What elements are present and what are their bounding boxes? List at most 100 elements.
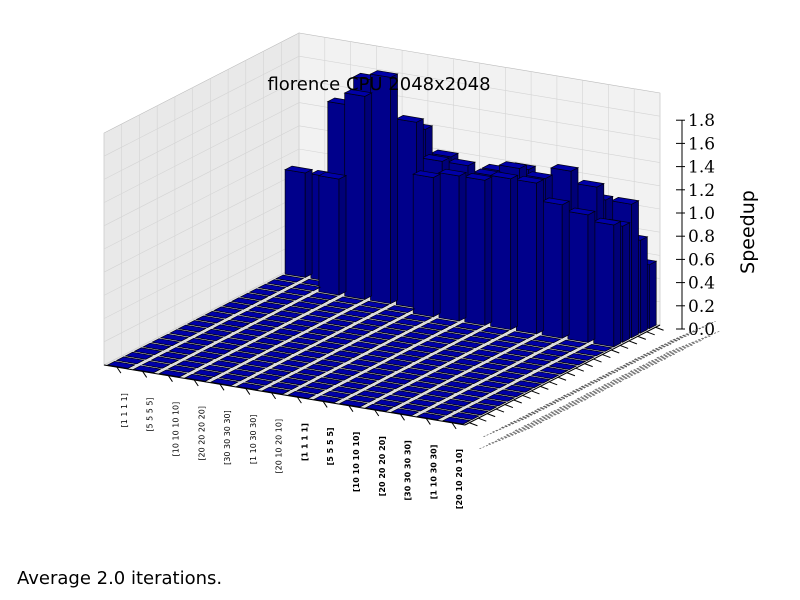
bars-group bbox=[106, 70, 658, 425]
bar bbox=[390, 408, 420, 416]
y-tick-label-glyphs bbox=[642, 334, 690, 356]
bar bbox=[376, 327, 406, 336]
bar bbox=[368, 314, 398, 322]
bar bbox=[478, 380, 508, 389]
bar bbox=[317, 171, 348, 296]
bar bbox=[504, 384, 534, 393]
z-tick-label: 0.8 bbox=[688, 227, 715, 247]
y-gridline bbox=[139, 114, 501, 408]
bar bbox=[417, 376, 448, 385]
bar bbox=[342, 310, 372, 318]
z-tick-label: 1.6 bbox=[688, 134, 715, 154]
bar bbox=[566, 207, 596, 344]
bar bbox=[176, 360, 206, 369]
bar bbox=[453, 358, 483, 367]
bar bbox=[480, 326, 510, 335]
bar bbox=[358, 354, 388, 363]
bar bbox=[270, 382, 300, 390]
y-tick-label-glyphs bbox=[589, 361, 636, 383]
x-tick-mark bbox=[245, 388, 251, 395]
x-tick-label: [20 10 20 10] bbox=[275, 419, 284, 474]
z-tick-label: 1.0 bbox=[688, 204, 715, 224]
bar bbox=[385, 323, 415, 331]
z-tick-label: 1.8 bbox=[688, 111, 715, 131]
bar bbox=[410, 345, 440, 353]
y-tick-label-glyphs bbox=[545, 384, 592, 406]
bar bbox=[469, 385, 499, 393]
bar bbox=[333, 332, 363, 341]
bar bbox=[373, 399, 403, 407]
bar bbox=[281, 323, 311, 332]
bar bbox=[194, 333, 224, 342]
bar bbox=[394, 318, 424, 327]
bar bbox=[367, 350, 397, 358]
bar bbox=[504, 367, 534, 375]
bar bbox=[408, 399, 438, 407]
y-tick-mark bbox=[469, 422, 478, 427]
bar bbox=[531, 353, 561, 362]
bar bbox=[253, 373, 283, 382]
bar bbox=[350, 323, 381, 332]
y-tick-label-glyphs bbox=[501, 407, 548, 428]
bar bbox=[437, 168, 468, 322]
bar bbox=[202, 346, 232, 355]
bar bbox=[221, 319, 251, 328]
bar bbox=[227, 369, 257, 377]
bar bbox=[459, 407, 489, 416]
bar bbox=[454, 340, 484, 349]
bar bbox=[450, 412, 480, 420]
axis-lines bbox=[103, 120, 683, 426]
bar bbox=[280, 359, 310, 368]
bar bbox=[338, 399, 368, 408]
bar bbox=[288, 355, 318, 363]
bar bbox=[333, 314, 364, 323]
bar bbox=[359, 318, 390, 327]
bar bbox=[477, 398, 507, 407]
bar bbox=[401, 349, 431, 358]
y-tick-label-glyphs bbox=[580, 366, 628, 388]
bar bbox=[497, 335, 527, 344]
y-tick-label-glyphs bbox=[651, 330, 698, 351]
bar bbox=[400, 367, 431, 376]
bar bbox=[486, 394, 516, 402]
bar bbox=[298, 332, 328, 341]
bar bbox=[192, 369, 223, 377]
bar bbox=[463, 173, 493, 326]
y-tick-mark bbox=[619, 344, 629, 349]
bar bbox=[184, 373, 214, 382]
bar bbox=[246, 342, 276, 350]
y-tick-mark bbox=[566, 372, 576, 377]
bar bbox=[514, 344, 544, 353]
bar bbox=[460, 389, 490, 398]
bar bbox=[265, 297, 295, 305]
bar bbox=[325, 319, 355, 327]
bar bbox=[106, 361, 136, 369]
y-gridline bbox=[174, 96, 536, 389]
bar bbox=[266, 279, 296, 287]
bar bbox=[393, 336, 423, 345]
x-tick-mark bbox=[425, 418, 431, 425]
bar bbox=[271, 364, 301, 372]
bar bbox=[254, 355, 284, 364]
bar bbox=[539, 366, 569, 375]
y-tick-label-glyphs bbox=[571, 370, 619, 392]
y-tick-label-glyphs bbox=[514, 408, 569, 431]
bar bbox=[213, 306, 243, 315]
bar bbox=[238, 328, 268, 337]
bar bbox=[184, 356, 215, 364]
y-tick-mark bbox=[486, 413, 496, 418]
bar bbox=[366, 368, 396, 376]
y-tick-label-glyphs bbox=[633, 339, 681, 360]
bar bbox=[540, 348, 570, 357]
bar bbox=[167, 365, 197, 373]
bar bbox=[574, 348, 605, 357]
bar bbox=[443, 380, 473, 389]
z-axis-label: Speedup bbox=[737, 190, 759, 274]
bar bbox=[549, 344, 579, 352]
y-tick-label-glyphs bbox=[665, 330, 720, 354]
y-tick-label-glyphs bbox=[669, 320, 716, 342]
bar bbox=[263, 333, 294, 341]
bar bbox=[313, 395, 343, 403]
x-axis-ticks: [1 1 1 1] [5 5 5 5] [10 10 10 10] [20 20 20… bbox=[116, 366, 464, 509]
bar bbox=[283, 288, 313, 296]
